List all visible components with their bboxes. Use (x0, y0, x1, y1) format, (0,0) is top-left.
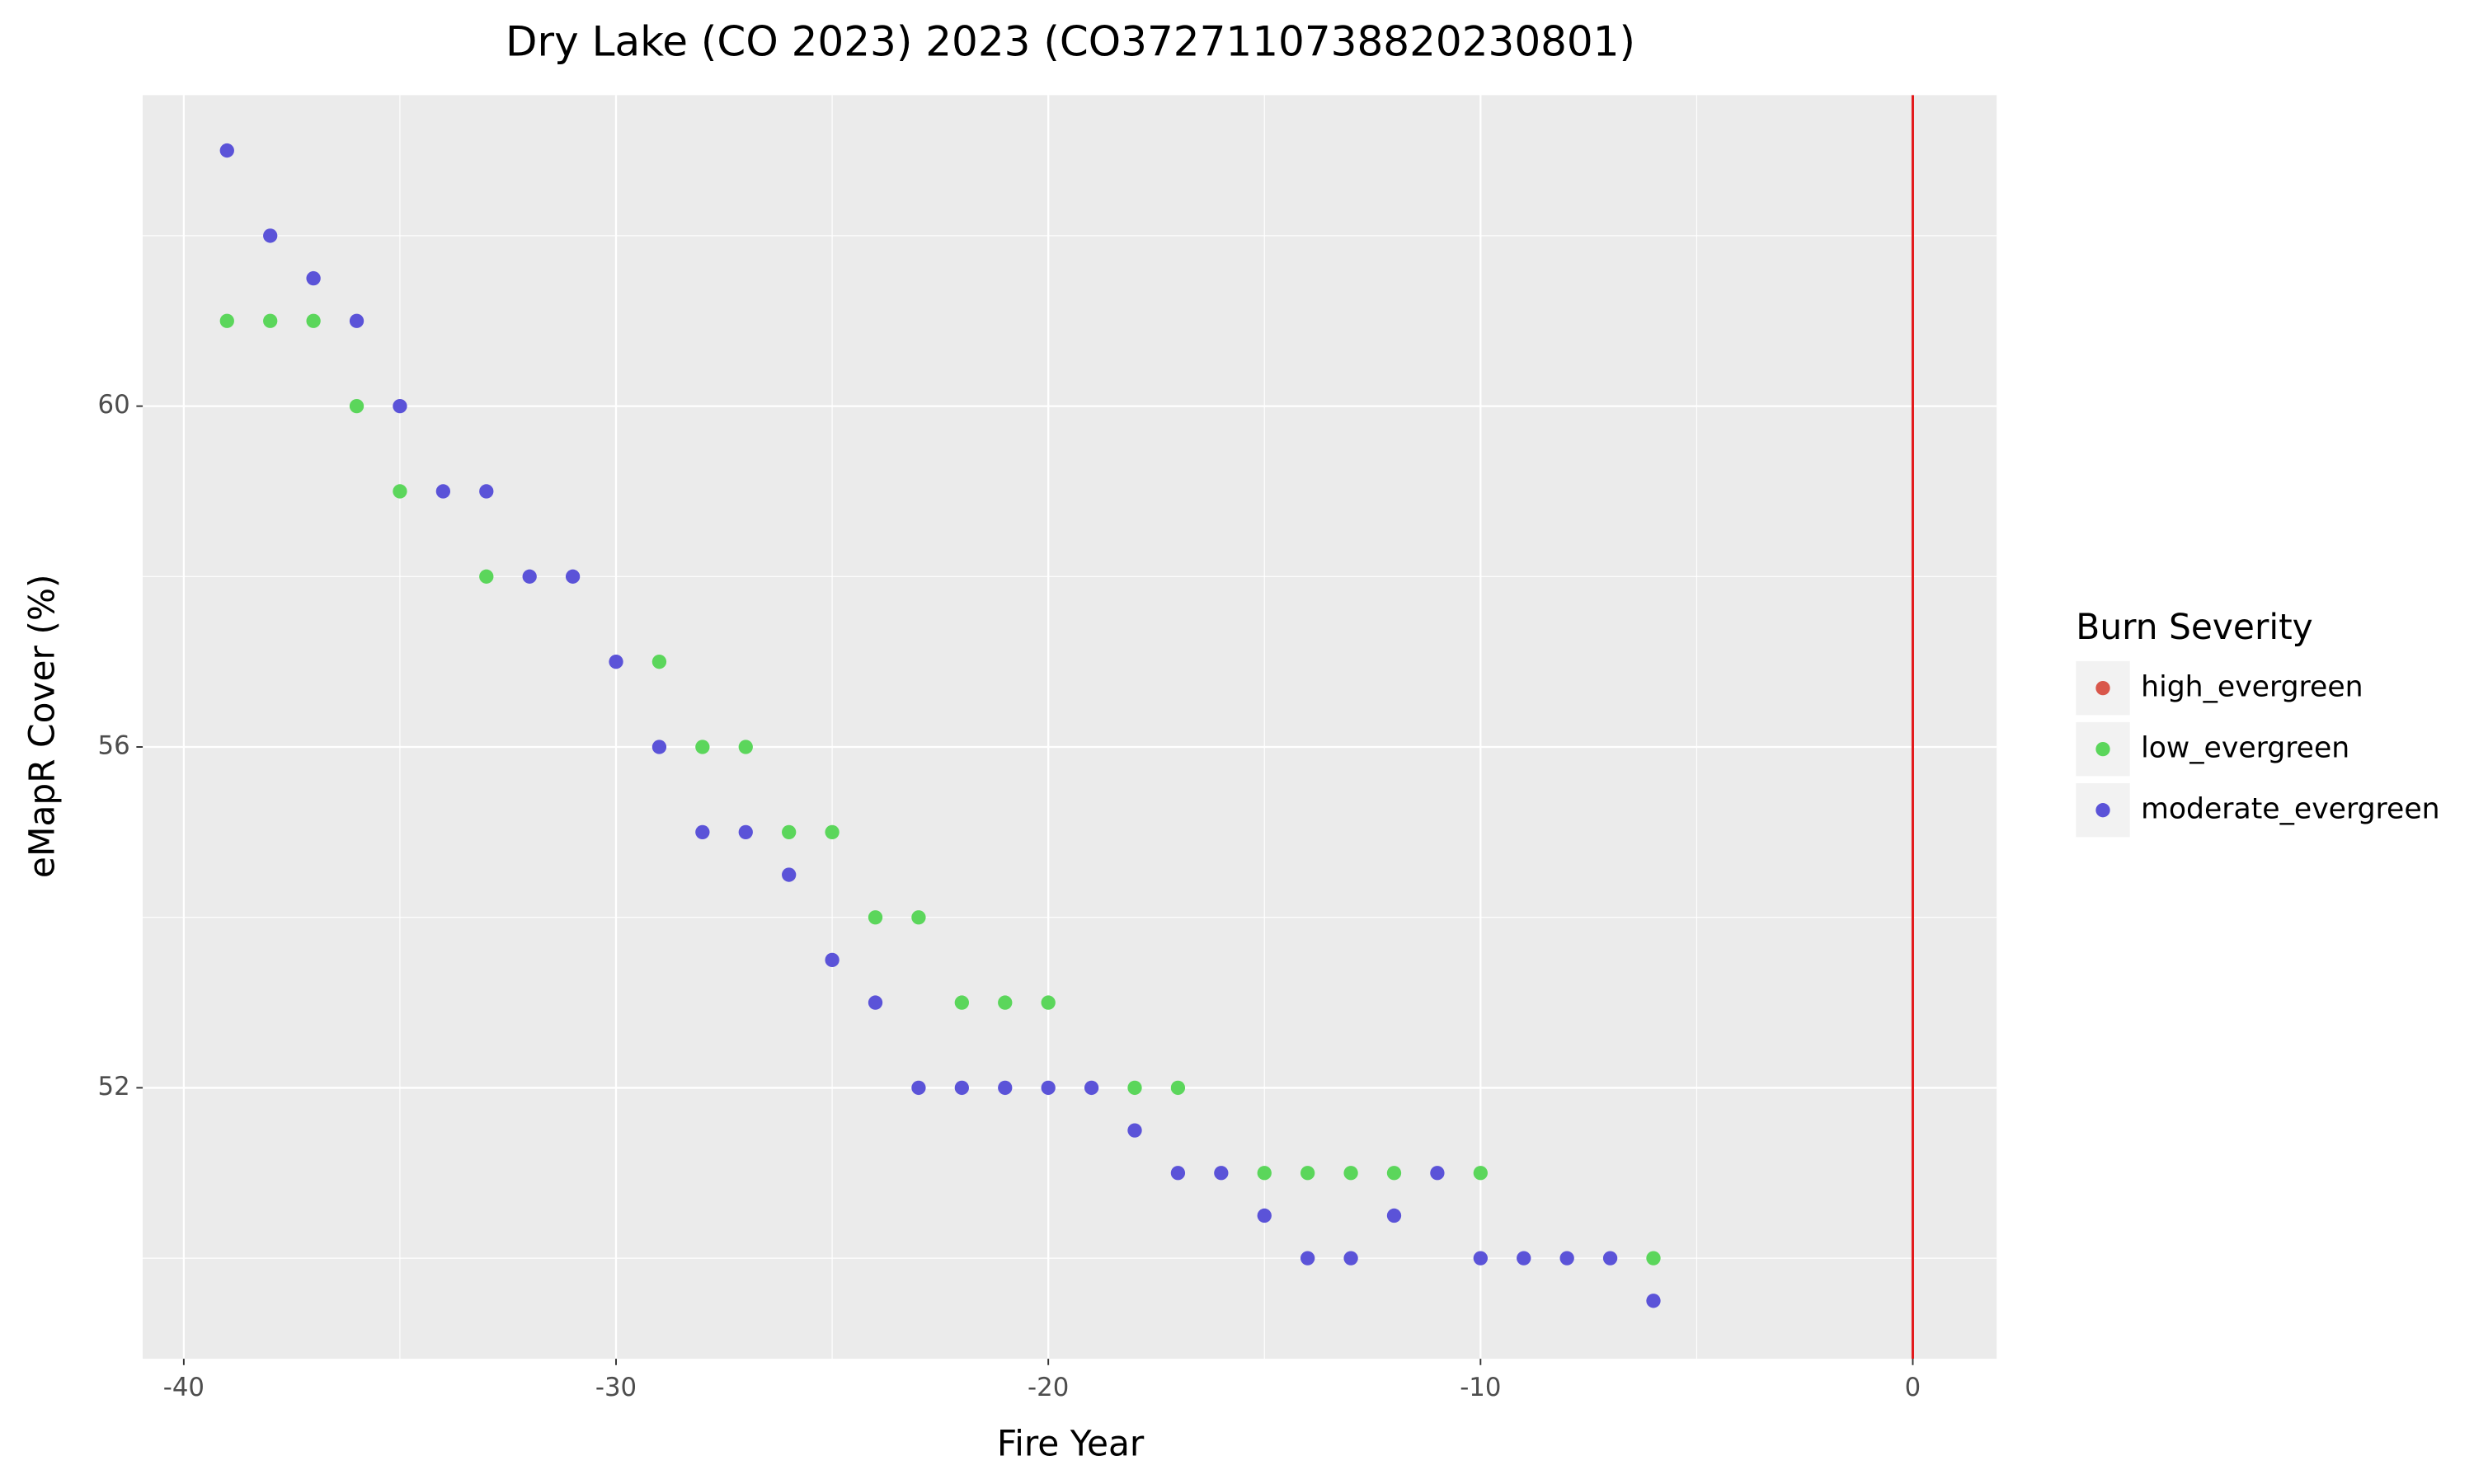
data-point (1300, 1251, 1315, 1266)
data-point (1386, 1208, 1402, 1223)
data-point (782, 824, 797, 840)
data-point (651, 655, 667, 669)
data-point (1473, 1251, 1488, 1266)
data-point (565, 569, 581, 584)
data-point (1300, 1166, 1315, 1181)
data-point (1343, 1251, 1358, 1266)
data-point (263, 313, 278, 328)
data-point (825, 824, 840, 840)
legend-label: high_evergreen (2141, 671, 2363, 704)
legend-marker (2095, 680, 2110, 696)
data-point (435, 484, 451, 499)
data-point (1170, 1166, 1186, 1181)
legend-marker (2095, 742, 2110, 757)
data-point (738, 740, 753, 754)
data-point (911, 1080, 926, 1096)
data-point (868, 910, 883, 925)
y-tick-label: 52 (98, 1072, 130, 1101)
data-point (1386, 1166, 1402, 1181)
data-point (695, 740, 710, 754)
data-point (954, 1080, 969, 1096)
data-point (1646, 1251, 1661, 1266)
data-point (1041, 995, 1056, 1010)
data-point (825, 952, 840, 968)
data-point (219, 313, 234, 328)
data-point (1559, 1251, 1574, 1266)
data-point (695, 824, 710, 840)
data-point (393, 398, 407, 414)
data-point (1127, 1080, 1142, 1096)
data-point (651, 740, 667, 754)
data-point (1430, 1166, 1445, 1181)
data-point (1646, 1294, 1661, 1308)
x-tick-label: -30 (595, 1373, 637, 1402)
data-point (393, 484, 407, 499)
data-point (522, 569, 537, 584)
plot-panel (143, 95, 1997, 1360)
data-point (609, 655, 623, 669)
y-tick-label: 56 (98, 731, 130, 761)
data-point (1041, 1080, 1056, 1096)
data-point (263, 228, 278, 243)
data-point (1257, 1166, 1272, 1181)
data-point (738, 824, 753, 840)
data-point (349, 313, 365, 328)
data-point (219, 143, 234, 158)
data-point (868, 995, 883, 1010)
data-point (479, 569, 494, 584)
data-point (479, 484, 494, 499)
y-tick-label: 60 (98, 390, 130, 420)
data-point (1214, 1166, 1229, 1181)
y-axis-label: eMapR Cover (%) (21, 574, 62, 878)
legend-label: low_evergreen (2141, 732, 2349, 765)
data-point (1127, 1123, 1142, 1138)
x-axis-label: Fire Year (997, 1423, 1145, 1463)
data-point (998, 995, 1013, 1010)
x-tick-label: 0 (1905, 1373, 1921, 1402)
data-point (1473, 1166, 1488, 1181)
data-point (349, 398, 365, 414)
data-point (782, 867, 797, 882)
data-point (1084, 1080, 1099, 1096)
data-point (1170, 1080, 1186, 1096)
legend-marker (2095, 803, 2110, 818)
data-point (1257, 1208, 1272, 1223)
data-point (1343, 1166, 1358, 1181)
data-point (1602, 1251, 1618, 1266)
data-point (911, 910, 926, 925)
data-point (954, 995, 969, 1010)
chart-title: Dry Lake (CO 2023) 2023 (CO3727110738820… (506, 17, 1635, 65)
data-point (998, 1080, 1013, 1096)
data-point (306, 270, 321, 286)
data-point (306, 313, 321, 328)
legend-label: moderate_evergreen (2141, 793, 2439, 826)
data-point (1517, 1251, 1531, 1266)
x-tick-label: -20 (1028, 1373, 1069, 1402)
x-tick-label: -10 (1460, 1373, 1501, 1402)
legend-title: Burn Severity (2076, 607, 2312, 647)
x-tick-label: -40 (163, 1373, 205, 1402)
